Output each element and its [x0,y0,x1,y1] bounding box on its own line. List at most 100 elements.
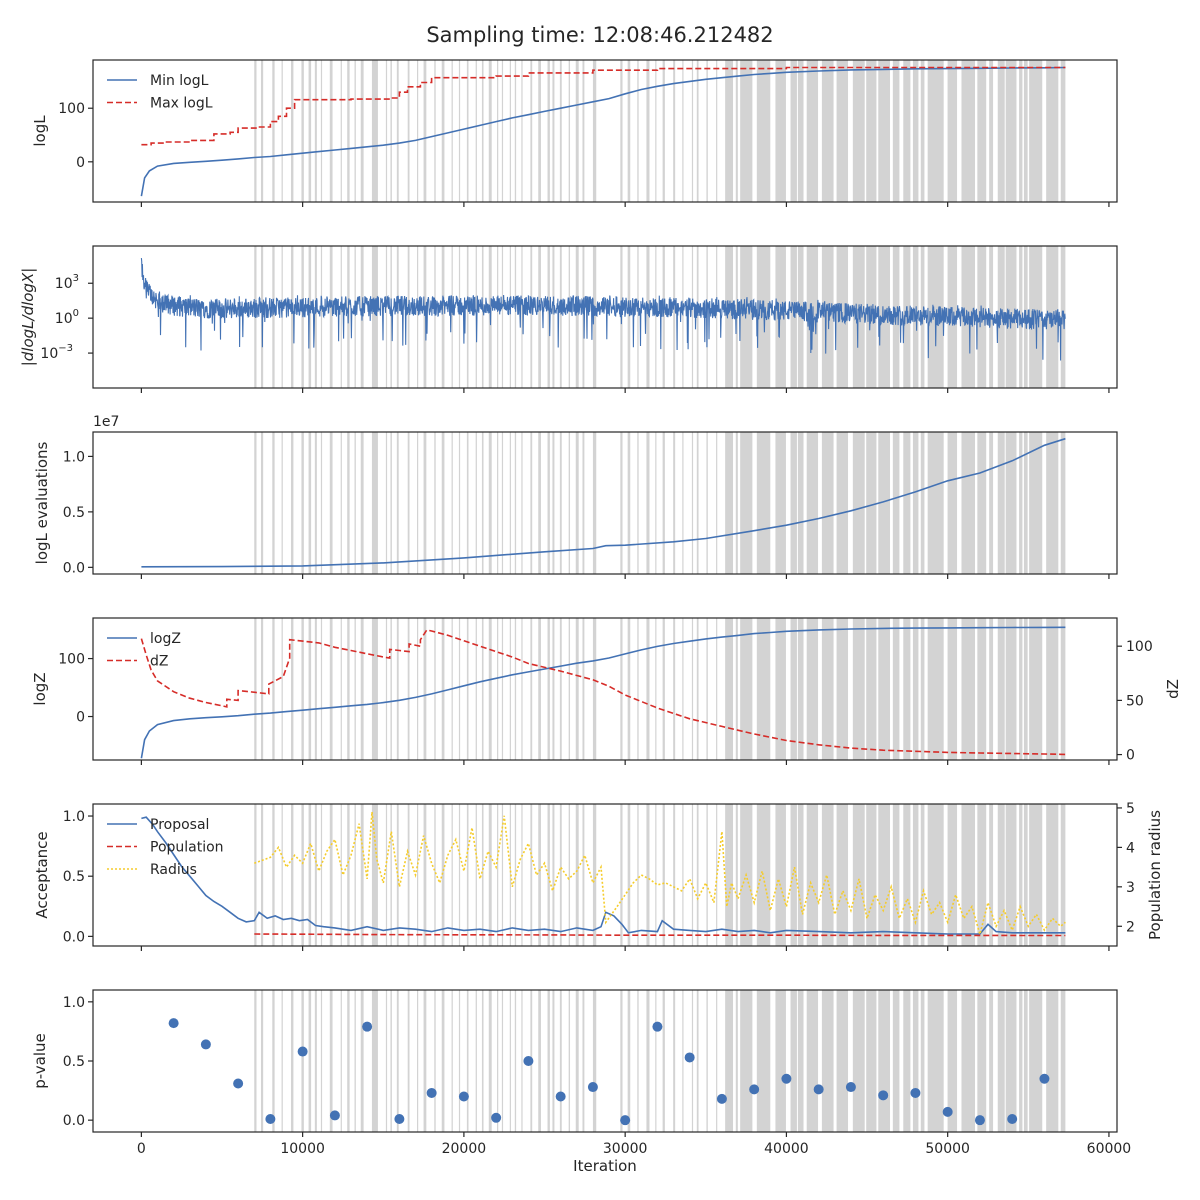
sampling-band-34 [530,432,533,574]
sampling-band-47 [655,990,657,1132]
sampling-band-20 [423,432,427,574]
sampling-band-27 [481,990,484,1132]
sampling-band-18 [407,990,410,1132]
sampling-band-50 [682,618,684,760]
sampling-band-82 [1046,990,1059,1132]
sampling-band-3 [281,990,283,1132]
point-23 [910,1087,921,1098]
sampling-band-51 [691,60,694,202]
sampling-band-74 [961,60,976,202]
y-tick-label-2: 1.0 [63,995,85,1011]
figure-title: Sampling time: 12:08:46.212482 [426,23,773,47]
x-tick-label-5: 50000 [925,1141,970,1157]
legend: Proposal Population Radius [107,817,224,878]
y-right-tick-label-1: 3 [1126,880,1135,896]
sampling-band-64 [836,432,849,574]
legend-label-1: dZ [150,654,168,670]
sampling-band-34 [530,804,533,946]
sampling-band-62 [806,60,819,202]
sampling-band-52 [696,990,699,1132]
sampling-band-37 [552,990,555,1132]
sampling-band-9 [329,990,333,1132]
sampling-band-48 [662,804,665,946]
sampling-band-24 [458,618,461,760]
point-26 [1007,1113,1018,1124]
sampling-band-75 [977,60,987,202]
sampling-band-11 [347,60,350,202]
sampling-band-61 [797,618,804,760]
y-ticks: 0 100 [58,101,93,171]
sampling-band-54 [716,60,718,202]
sampling-band-45 [637,618,639,760]
point-25 [974,1115,985,1126]
sampling-band-82 [1046,618,1059,760]
sampling-band-58 [756,432,771,574]
sampling-band-46 [646,60,650,202]
y-tick-base: 10 [55,311,73,327]
y-right-tick-label-2: 4 [1126,840,1135,856]
sampling-band-42 [592,618,597,760]
sampling-band-83 [1060,804,1066,946]
sampling-band-54 [716,990,718,1132]
sampling-band-65 [852,804,865,946]
sampling-band-19 [417,432,419,574]
sampling-band-25 [466,60,469,202]
sampling-band-1 [260,432,264,574]
sampling-band-50 [682,246,684,388]
sampling-band-43 [620,804,623,946]
sampling-band-10 [340,804,342,946]
sampling-band-12 [354,618,356,760]
sampling-band-44 [627,804,631,946]
sampling-band-17 [396,618,399,760]
sampling-band-73 [947,804,958,946]
sampling-band-83 [1060,618,1066,760]
y-tick-label-0: 0.0 [63,1113,85,1129]
sampling-band-4 [291,246,294,388]
sampling-band-47 [655,60,657,202]
sampling-band-23 [451,990,453,1132]
sampling-band-20 [423,618,427,760]
y-tick-label-0: 0 [76,155,85,171]
x-ticks [140,388,1110,393]
sampling-band-80 [1023,60,1028,202]
sampling-band-39 [568,618,571,760]
sampling-band-15 [385,990,388,1132]
sampling-band-43 [620,618,623,760]
y-tick-label-2: 103 [55,273,79,292]
sampling-band-60 [790,618,797,760]
y-right-tick-label-0: 2 [1126,919,1135,935]
sampling-band-40 [575,618,579,760]
point-5 [329,1110,340,1121]
sampling-band-32 [514,60,517,202]
sampling-band-10 [340,618,342,760]
sampling-band-71 [920,60,925,202]
sampling-band-68 [892,804,900,946]
y-tick-label-1: 0.5 [63,505,85,521]
sampling-band-14 [371,432,378,574]
sampling-band-51 [691,804,694,946]
sampling-band-62 [806,990,819,1132]
sampling-band-19 [417,246,419,388]
sampling-band-69 [903,432,911,574]
sampling-band-44 [627,246,631,388]
series-max-logl [141,66,1066,146]
sampling-band-9 [329,246,333,388]
sampling-band-76 [989,618,994,760]
sampling-band-9 [329,804,333,946]
sampling-band-67 [878,618,891,760]
sampling-band-12 [354,60,356,202]
sampling-band-81 [1029,432,1043,574]
sampling-band-56 [735,990,738,1132]
sampling-band-54 [716,246,718,388]
legend-label-1: Population [150,840,224,856]
panel-5: 0.0 0.5 1.0 2 3 4 5 Acceptance Population radius… [33,801,1164,951]
sampling-band-71 [920,804,925,946]
sampling-band-83 [1060,60,1066,202]
sampling-band-4 [291,804,294,946]
sampling-band-35 [538,990,541,1132]
sampling-band-60 [790,60,797,202]
sampling-band-47 [655,804,657,946]
sampling-band-7 [314,246,317,388]
sampling-band-11 [347,618,350,760]
